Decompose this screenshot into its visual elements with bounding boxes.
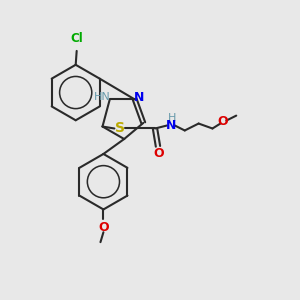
Text: S: S <box>115 122 125 136</box>
Text: N: N <box>134 91 144 104</box>
Text: HN: HN <box>94 92 110 103</box>
Text: O: O <box>154 147 164 160</box>
Text: H: H <box>168 112 176 123</box>
Text: O: O <box>217 115 228 128</box>
Text: N: N <box>166 119 176 132</box>
Text: O: O <box>98 221 109 234</box>
Text: Cl: Cl <box>70 32 83 45</box>
